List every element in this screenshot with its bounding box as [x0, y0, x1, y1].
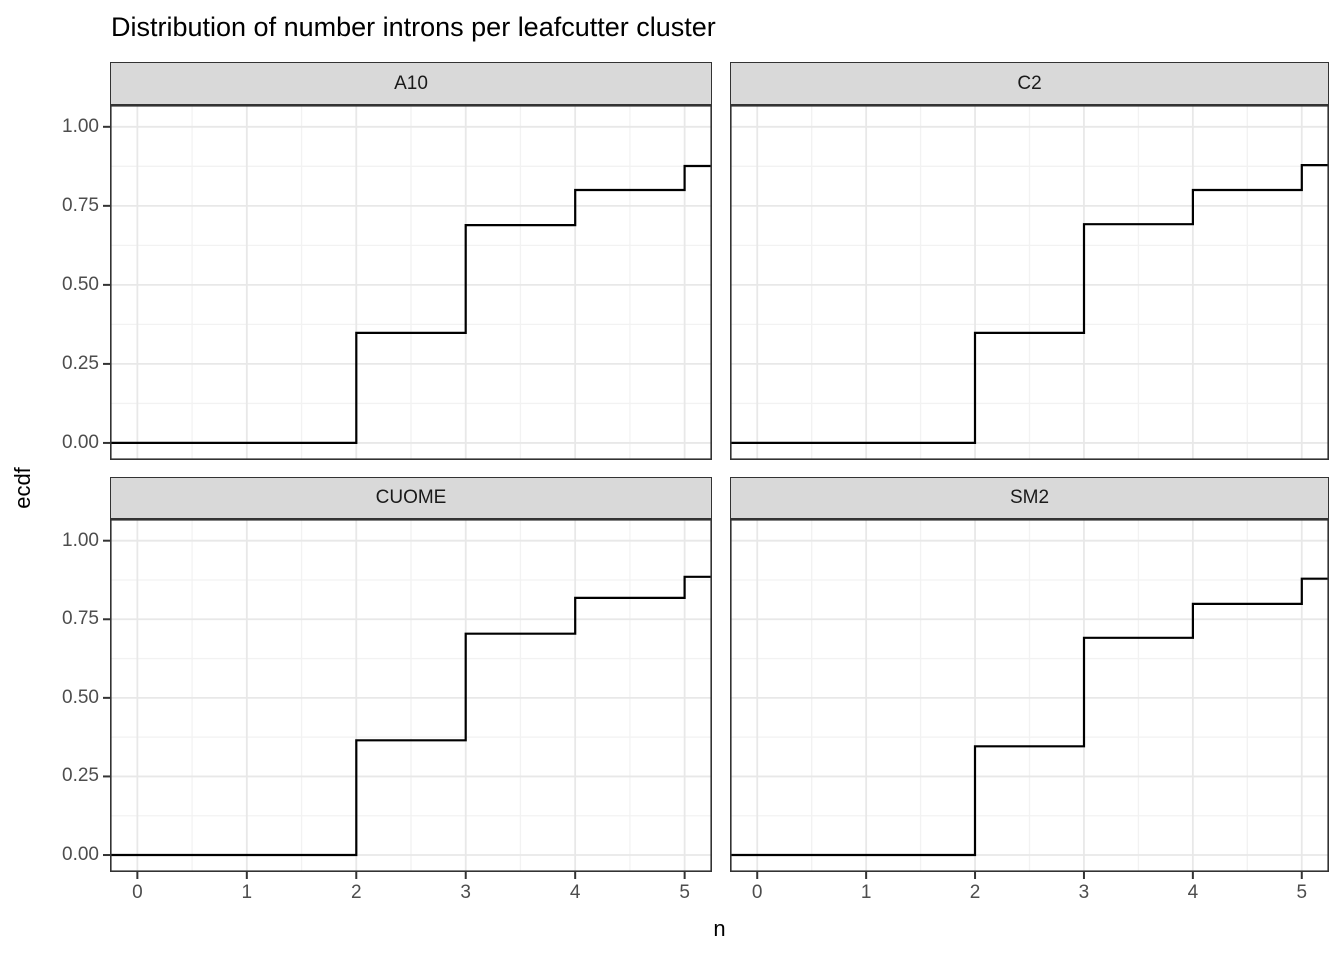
y-tick-label: 0.50: [62, 273, 99, 295]
facet-panel: [730, 105, 1330, 460]
facet-strip-label: CUOME: [375, 487, 447, 508]
y-tick-label: 0.75: [62, 608, 99, 630]
facet-cuome: CUOME 0.00 0.25 0.50 0.75 1.00 0 1 2 3 4 5: [62, 477, 713, 903]
ecdf-step-chart: [730, 519, 1330, 879]
x-tick-label: 1: [241, 882, 253, 903]
x-tick-label: 2: [969, 882, 981, 903]
ecdf-step-chart: [103, 519, 713, 879]
y-tick-label: 1.00: [62, 529, 99, 551]
facet-panel: 0 1 2 3 4 5: [730, 519, 1330, 903]
facet-c2: C2: [730, 62, 1330, 460]
ecdf-step-chart: [730, 105, 1330, 460]
facet-strip: SM2: [730, 477, 1329, 519]
y-tick-label: 0.50: [62, 686, 99, 708]
x-tick-label: 4: [1187, 882, 1199, 903]
plot-title: Distribution of number introns per leafc…: [111, 12, 716, 42]
x-axis-title: n: [713, 916, 726, 941]
facet-a10: A10 0.00 0.25 0.50 0.75 1.00: [62, 62, 713, 460]
ecdf-step-line: [110, 164, 712, 444]
facet-strip-label: SM2: [1009, 487, 1050, 508]
y-tick-label: 1.00: [62, 115, 99, 137]
x-tick-label: 3: [1078, 882, 1090, 903]
ecdf-step-line: [730, 577, 1329, 857]
x-tick-label: 5: [1296, 882, 1308, 903]
facet-sm2: SM2 0 1 2 3 4 5: [730, 477, 1330, 903]
y-tick-label: 0.00: [62, 844, 99, 866]
ecdf-step-chart: [103, 105, 713, 460]
x-tick-label: 3: [460, 882, 471, 903]
facet-strip: C2: [730, 62, 1329, 105]
facet-strip: CUOME: [110, 477, 712, 519]
facet-panel: 0.00 0.25 0.50 0.75 1.00 0 1 2 3 4 5: [62, 519, 713, 903]
y-tick-label: 0.25: [62, 765, 99, 787]
x-tick-label: 5: [679, 882, 690, 903]
x-tick-label: 0: [751, 882, 763, 903]
x-tick-label: 4: [569, 882, 581, 903]
y-axis-title: ecdf: [10, 467, 35, 509]
x-tick-label: 0: [132, 882, 143, 903]
ecdf-step-line: [110, 575, 712, 857]
x-tick-label: 2: [350, 882, 362, 903]
y-tick-label: 0.75: [62, 194, 99, 216]
x-tick-label: 1: [860, 882, 872, 903]
ecdf-step-line: [730, 164, 1329, 444]
y-tick-label: 0.00: [62, 431, 99, 453]
facet-panel: 0.00 0.25 0.50 0.75 1.00: [62, 105, 713, 460]
y-tick-label: 0.25: [62, 352, 99, 374]
facet-strip-label: A10: [394, 72, 428, 94]
facet-strip-label: C2: [1017, 72, 1042, 94]
facet-strip: A10: [110, 62, 712, 105]
